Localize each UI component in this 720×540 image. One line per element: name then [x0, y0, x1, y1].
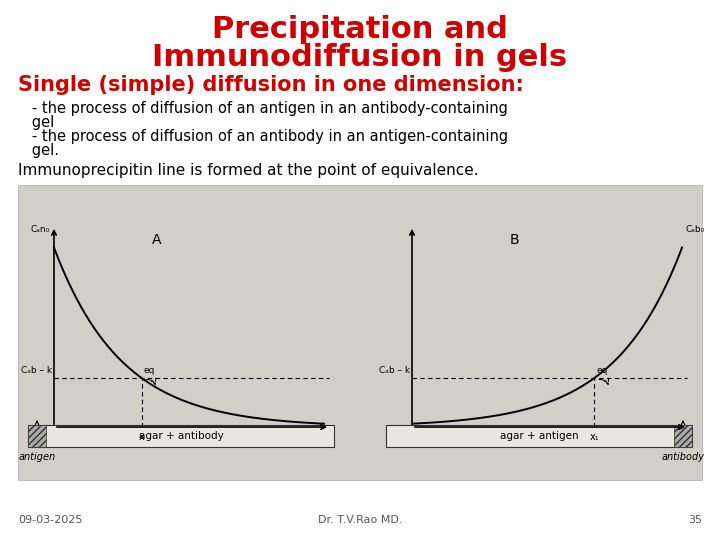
- Text: gel: gel: [18, 114, 54, 130]
- Text: Cₐb – k: Cₐb – k: [379, 366, 410, 375]
- Text: Cₐb – k: Cₐb – k: [21, 366, 52, 375]
- Bar: [28, 425, 334, 447]
- Text: 35: 35: [688, 515, 702, 525]
- Text: Precipitation and: Precipitation and: [212, 16, 508, 44]
- Text: - the process of diffusion of an antigen in an antibody-containing: - the process of diffusion of an antigen…: [18, 100, 508, 116]
- Bar: [18, 185, 702, 480]
- Bar: [386, 425, 692, 447]
- Text: Immunoprecipitin line is formed at the point of equivalence.: Immunoprecipitin line is formed at the p…: [18, 163, 479, 178]
- Text: Cₐb₀: Cₐb₀: [686, 226, 706, 234]
- Text: Cₐn₀: Cₐn₀: [31, 226, 50, 234]
- Bar: [28, 425, 46, 447]
- Text: agar + antigen: agar + antigen: [500, 431, 578, 441]
- Bar: [674, 425, 692, 447]
- Text: antibody: antibody: [662, 452, 704, 462]
- Text: Immunodiffusion in gels: Immunodiffusion in gels: [153, 43, 567, 71]
- Text: eq: eq: [596, 366, 608, 375]
- Text: Single (simple) diffusion in one dimension:: Single (simple) diffusion in one dimensi…: [18, 75, 524, 95]
- Text: B: B: [509, 233, 519, 247]
- Text: Dr. T.V.Rao MD.: Dr. T.V.Rao MD.: [318, 515, 402, 525]
- Text: x₁: x₁: [590, 432, 599, 442]
- Text: eq: eq: [143, 366, 155, 375]
- Text: 09-03-2025: 09-03-2025: [18, 515, 82, 525]
- Text: agar + antibody: agar + antibody: [139, 431, 223, 441]
- Text: antigen: antigen: [19, 452, 55, 462]
- Text: x: x: [139, 432, 145, 442]
- Text: - the process of diffusion of an antibody in an antigen-containing: - the process of diffusion of an antibod…: [18, 130, 508, 145]
- Text: gel.: gel.: [18, 144, 59, 159]
- Text: A: A: [151, 233, 161, 247]
